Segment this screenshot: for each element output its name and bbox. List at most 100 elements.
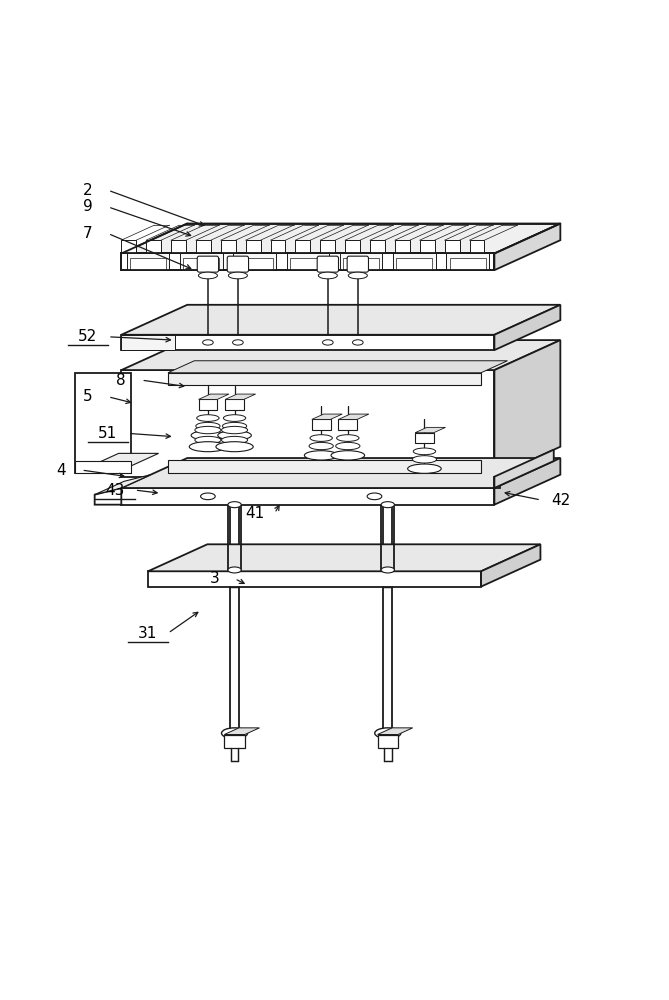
- Polygon shape: [481, 544, 541, 587]
- Polygon shape: [199, 399, 217, 410]
- Ellipse shape: [367, 493, 382, 500]
- Polygon shape: [121, 458, 561, 488]
- Polygon shape: [494, 305, 561, 350]
- Polygon shape: [494, 224, 561, 270]
- Polygon shape: [121, 340, 561, 370]
- Polygon shape: [121, 488, 494, 505]
- Ellipse shape: [381, 567, 395, 573]
- Polygon shape: [121, 253, 494, 270]
- Polygon shape: [147, 240, 161, 253]
- Polygon shape: [225, 394, 256, 399]
- Ellipse shape: [233, 340, 244, 345]
- Polygon shape: [393, 253, 436, 270]
- Ellipse shape: [223, 415, 246, 421]
- Ellipse shape: [331, 451, 365, 460]
- Polygon shape: [121, 335, 175, 350]
- Polygon shape: [94, 488, 121, 505]
- Polygon shape: [296, 240, 310, 253]
- Ellipse shape: [322, 340, 333, 345]
- Polygon shape: [94, 475, 151, 495]
- Polygon shape: [75, 453, 159, 473]
- Ellipse shape: [336, 442, 360, 450]
- Polygon shape: [130, 258, 166, 270]
- Polygon shape: [494, 340, 561, 477]
- Ellipse shape: [191, 431, 225, 440]
- Ellipse shape: [375, 728, 401, 739]
- Polygon shape: [377, 728, 413, 735]
- Polygon shape: [470, 240, 484, 253]
- Ellipse shape: [221, 728, 248, 739]
- Ellipse shape: [304, 451, 338, 460]
- Polygon shape: [395, 240, 410, 253]
- Text: 8: 8: [116, 373, 126, 388]
- Text: 41: 41: [245, 506, 264, 521]
- Polygon shape: [126, 253, 169, 270]
- Text: 4: 4: [57, 463, 66, 478]
- Ellipse shape: [196, 422, 220, 430]
- Polygon shape: [377, 735, 398, 748]
- Polygon shape: [339, 419, 357, 430]
- Polygon shape: [340, 253, 383, 270]
- Text: 42: 42: [551, 493, 571, 508]
- Polygon shape: [183, 258, 219, 270]
- Ellipse shape: [201, 493, 215, 500]
- FancyBboxPatch shape: [197, 256, 219, 272]
- FancyBboxPatch shape: [227, 256, 249, 272]
- Polygon shape: [494, 477, 500, 488]
- Polygon shape: [224, 735, 245, 748]
- Polygon shape: [345, 240, 360, 253]
- FancyBboxPatch shape: [317, 256, 339, 272]
- Ellipse shape: [228, 502, 242, 508]
- Ellipse shape: [407, 464, 442, 473]
- Ellipse shape: [222, 422, 247, 430]
- Text: 3: 3: [209, 571, 219, 586]
- Polygon shape: [450, 258, 486, 270]
- Text: 31: 31: [138, 626, 158, 641]
- Text: 51: 51: [98, 426, 118, 441]
- Ellipse shape: [309, 442, 333, 450]
- FancyBboxPatch shape: [347, 256, 369, 272]
- Polygon shape: [343, 258, 379, 270]
- Polygon shape: [339, 414, 369, 419]
- Ellipse shape: [189, 442, 227, 452]
- Ellipse shape: [349, 272, 367, 279]
- Polygon shape: [121, 305, 561, 335]
- Polygon shape: [270, 240, 286, 253]
- Polygon shape: [290, 258, 326, 270]
- Ellipse shape: [195, 436, 221, 444]
- Ellipse shape: [195, 426, 221, 434]
- Polygon shape: [121, 335, 494, 350]
- Polygon shape: [171, 240, 186, 253]
- Ellipse shape: [412, 456, 437, 463]
- Text: 5: 5: [83, 389, 93, 404]
- Polygon shape: [320, 240, 335, 253]
- Polygon shape: [415, 427, 446, 433]
- Polygon shape: [121, 224, 561, 253]
- Polygon shape: [312, 419, 330, 430]
- Ellipse shape: [228, 272, 248, 279]
- Polygon shape: [148, 571, 481, 587]
- Polygon shape: [168, 460, 481, 473]
- Ellipse shape: [216, 442, 254, 452]
- Ellipse shape: [310, 435, 332, 441]
- Polygon shape: [196, 240, 211, 253]
- Polygon shape: [445, 240, 460, 253]
- Polygon shape: [75, 461, 131, 473]
- Text: 43: 43: [105, 483, 124, 498]
- Ellipse shape: [197, 415, 219, 421]
- Polygon shape: [237, 258, 272, 270]
- Polygon shape: [224, 728, 260, 735]
- Polygon shape: [246, 240, 261, 253]
- Polygon shape: [446, 253, 489, 270]
- Polygon shape: [370, 240, 385, 253]
- Polygon shape: [225, 399, 244, 410]
- Polygon shape: [494, 458, 561, 505]
- Polygon shape: [121, 240, 136, 253]
- Polygon shape: [286, 253, 329, 270]
- Polygon shape: [121, 370, 494, 477]
- Polygon shape: [221, 240, 235, 253]
- Text: 52: 52: [78, 329, 98, 344]
- Ellipse shape: [221, 436, 248, 444]
- Ellipse shape: [199, 272, 217, 279]
- Ellipse shape: [203, 340, 213, 345]
